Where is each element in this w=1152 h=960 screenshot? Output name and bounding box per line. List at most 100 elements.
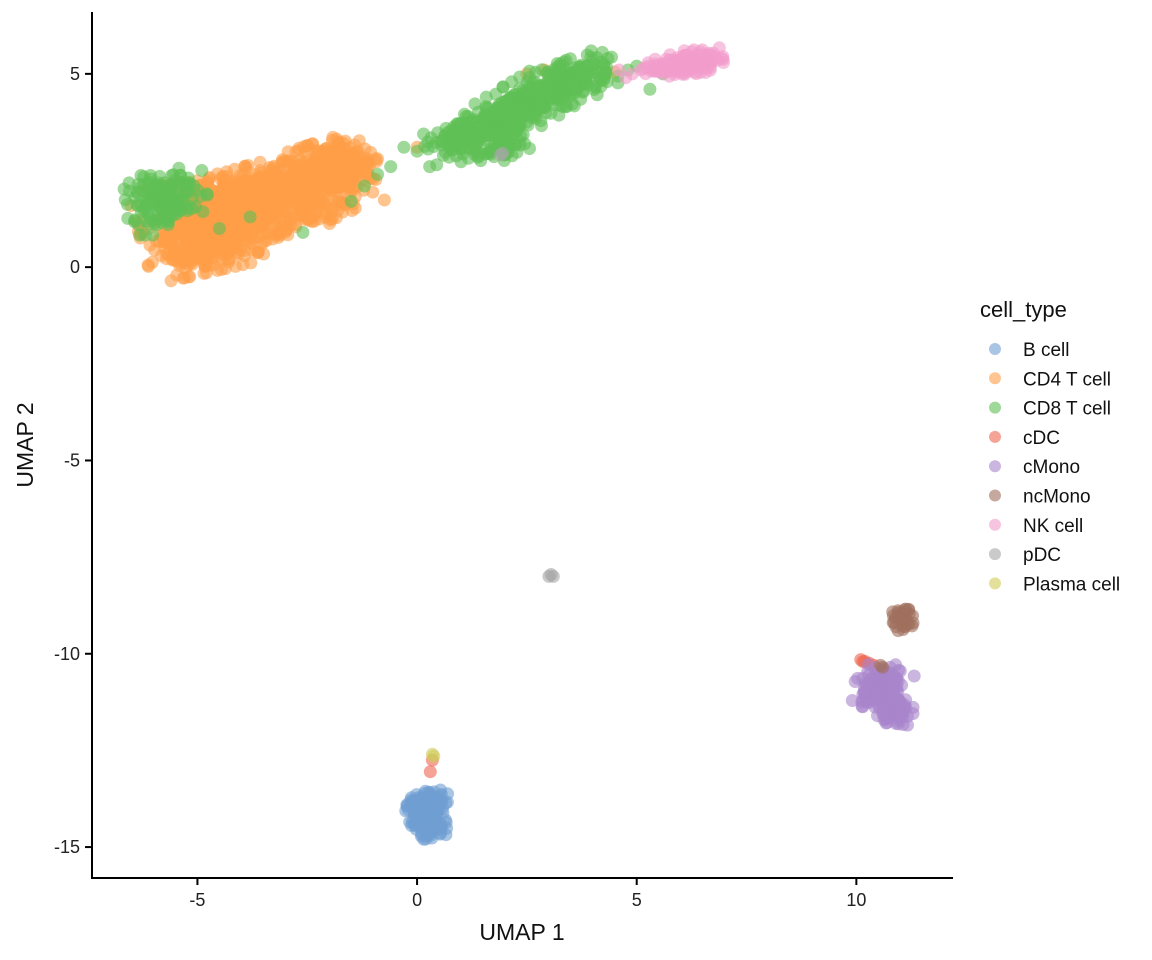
data-point (179, 185, 193, 199)
legend-label: CD4 T cell (1023, 369, 1111, 390)
data-point (892, 663, 906, 677)
data-point (203, 229, 217, 243)
legend-item: CD8 T cell (989, 399, 1111, 420)
legend-swatch (989, 343, 1001, 355)
data-point (559, 53, 573, 67)
legend-swatch (989, 489, 1001, 502)
legend-label: NK cell (1023, 516, 1083, 537)
legend: cell_type B cell CD4 T cell CD8 T cell cDC c… (980, 297, 1120, 595)
data-point (151, 176, 165, 190)
data-point (246, 237, 260, 251)
data-point (357, 179, 371, 193)
y-axis-title: UMAP 2 (12, 402, 38, 487)
data-point (430, 158, 444, 172)
data-point (267, 198, 280, 212)
series-cdc (423, 653, 881, 779)
data-point (700, 57, 714, 71)
data-point (371, 167, 384, 181)
data-point (277, 219, 291, 233)
data-point (680, 57, 694, 71)
data-point (281, 145, 295, 159)
legend-swatch (989, 401, 1001, 414)
legend-item: cMono (989, 457, 1080, 478)
y-tick-label: 5 (70, 64, 80, 84)
data-point (890, 694, 904, 708)
legend-swatch (989, 460, 1001, 473)
data-point (200, 188, 214, 202)
legend-label: cDC (1023, 428, 1060, 449)
data-point (444, 134, 458, 148)
data-point (262, 186, 275, 200)
data-point (312, 212, 326, 226)
y-tick-label: -15 (54, 837, 80, 857)
data-point (223, 181, 237, 195)
legend-swatch (989, 577, 1001, 590)
data-point (231, 247, 245, 261)
data-point (906, 616, 920, 630)
legend-item: cDC (989, 428, 1060, 449)
data-point (856, 671, 870, 685)
points-layer (117, 41, 921, 846)
data-point (498, 120, 511, 134)
data-point (440, 795, 454, 809)
data-point (518, 137, 532, 151)
data-point (542, 569, 556, 583)
legend-label: Plasma cell (1023, 574, 1120, 595)
data-point (241, 176, 255, 190)
legend-title: cell_type (980, 297, 1067, 322)
x-tick-label: 0 (412, 890, 422, 910)
legend-item: Plasma cell (989, 574, 1120, 595)
data-point (179, 248, 192, 262)
data-point (257, 234, 271, 248)
data-point (238, 159, 252, 173)
legend-item: CD4 T cell (989, 369, 1111, 390)
data-point (659, 52, 673, 66)
data-point (243, 210, 257, 224)
data-point (715, 52, 729, 66)
data-point (358, 142, 372, 156)
data-point (299, 170, 313, 184)
data-point (423, 765, 437, 779)
data-point (907, 669, 921, 683)
data-point (230, 190, 244, 203)
data-point (320, 176, 334, 190)
x-tick-label: -5 (189, 890, 205, 910)
data-point (506, 107, 519, 121)
data-point (344, 154, 358, 167)
data-point (199, 244, 213, 258)
data-point (238, 199, 252, 213)
data-point (430, 792, 444, 806)
x-tick-label: 10 (846, 890, 866, 910)
data-point (489, 87, 503, 101)
series-pdc (494, 146, 560, 583)
data-point (427, 749, 441, 763)
data-point (158, 195, 172, 208)
data-point (212, 222, 226, 235)
data-point (513, 70, 527, 84)
data-point (275, 156, 289, 170)
data-point (874, 658, 887, 672)
data-point (534, 114, 548, 128)
data-point (195, 164, 209, 177)
legend-item: ncMono (989, 487, 1091, 508)
data-point (344, 170, 358, 184)
data-point (580, 59, 594, 73)
data-point (172, 203, 186, 217)
data-point (425, 816, 439, 830)
legend-item: NK cell (989, 516, 1083, 537)
data-point (335, 144, 349, 158)
data-point (468, 97, 482, 111)
data-point (144, 198, 158, 212)
data-point (228, 162, 242, 176)
data-point (643, 82, 657, 96)
data-point (297, 200, 311, 214)
legend-label: B cell (1023, 340, 1069, 361)
data-point (148, 243, 162, 257)
data-point (159, 252, 173, 266)
data-point (421, 135, 435, 149)
legend-swatch (989, 518, 1001, 531)
data-point (311, 160, 325, 174)
x-tick-label: 5 (632, 890, 642, 910)
series-cd8-t-cell (117, 44, 670, 242)
data-point (519, 89, 532, 103)
